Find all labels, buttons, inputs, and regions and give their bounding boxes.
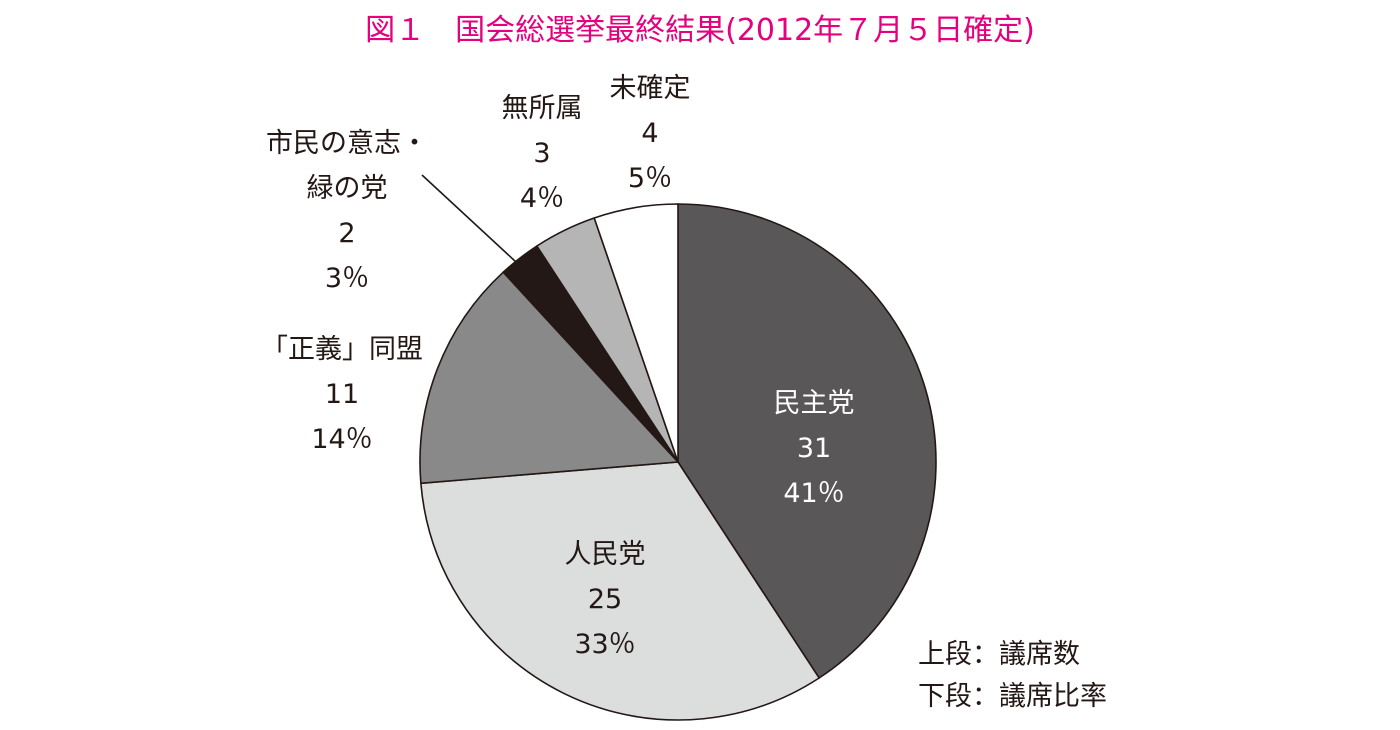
slice-percent: 5％: [628, 163, 672, 194]
legend-upper: 上段：議席数: [918, 639, 1080, 670]
slice-value: 3: [533, 138, 550, 169]
slice-value: 4: [641, 118, 658, 149]
slice-name: 未確定: [610, 73, 691, 104]
slice-name: 市民の意志・: [266, 128, 428, 159]
leader-line: [421, 174, 517, 263]
pie-slice-1: [420, 461, 821, 721]
slice-value: 31: [797, 433, 831, 464]
slice-percent: 3％: [325, 263, 369, 294]
pie-slices: [419, 203, 937, 721]
slice-labels: 民主党 31 41％ 人民党 25 33％ 「正義」同盟 11 14％ 市民の意志・緑の党 2 3％ 無…: [261, 73, 855, 660]
slice-percent: 4％: [520, 183, 564, 214]
chart-title: 図１ 国会総選挙最終結果(2012年７月５日確定): [365, 13, 1035, 48]
slice-label-3: 市民の意志・緑の党 2 3％: [266, 128, 428, 294]
slice-value: 2: [338, 218, 355, 249]
slice-percent: 14％: [311, 424, 372, 455]
slice-value: 11: [325, 379, 359, 410]
slice-label-2: 「正義」同盟 11 14％: [261, 334, 423, 455]
slice-name: 人民党: [565, 539, 646, 570]
slice-label-1: 人民党 25 33％: [565, 539, 646, 660]
pie-slice-5: [593, 203, 679, 463]
slice-name: 無所属: [502, 93, 583, 124]
pie-slice-2: [419, 271, 680, 485]
slice-name: 民主党: [774, 388, 855, 419]
slice-label-0: 民主党 31 41％: [774, 388, 855, 509]
slice-label-5: 未確定 4 5％: [610, 73, 691, 194]
slice-percent: 33％: [574, 629, 635, 660]
slice-name: 「正義」同盟: [261, 334, 423, 365]
slice-name: 緑の党: [307, 173, 388, 204]
legend-lower: 下段：議席比率: [918, 681, 1107, 712]
slice-label-4: 無所属 3 4％: [502, 93, 583, 214]
slice-value: 25: [588, 584, 622, 615]
slice-percent: 41％: [783, 478, 844, 509]
